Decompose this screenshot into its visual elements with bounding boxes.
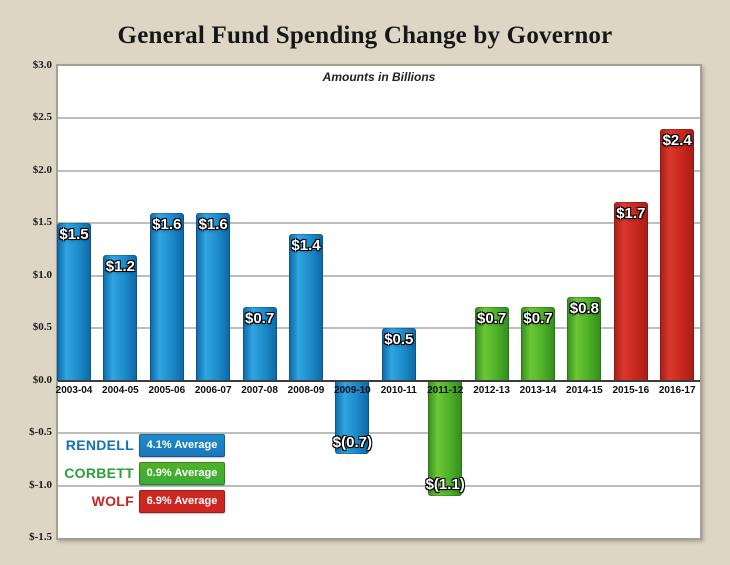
legend-row-rendell: RENDELL 4.1% Average bbox=[58, 434, 228, 457]
bar-value-label: $(1.1) bbox=[425, 476, 465, 494]
y-tick-label: $0.0 bbox=[32, 373, 52, 386]
x-tick-label: 2010-11 bbox=[380, 384, 417, 396]
x-tick-label: 2005-06 bbox=[148, 384, 186, 396]
legend-name-wolf: WOLF bbox=[91, 493, 134, 509]
legend-row-corbett: CORBETT 0.9% Average bbox=[58, 462, 228, 485]
y-tick-label: $0.5 bbox=[32, 321, 52, 334]
bar-2004-05: $1.2 bbox=[103, 254, 138, 381]
plot-area: Amounts in Billions $1.5 2003-04 $1.2 2004-… bbox=[56, 64, 702, 540]
bar-value-label: $0.7 bbox=[244, 310, 275, 328]
y-tick-label: $-0.5 bbox=[29, 426, 52, 439]
bar-value-label: $2.4 bbox=[662, 131, 692, 149]
y-tick-label: $1.5 bbox=[32, 216, 52, 229]
bar-2011-12: $(1.1) bbox=[426, 380, 465, 497]
bar-value-label: $1.6 bbox=[152, 215, 182, 233]
bar-2007-08: $0.7 bbox=[242, 307, 277, 381]
bar-2003-04: $1.5 bbox=[57, 223, 91, 381]
gridline bbox=[58, 327, 700, 330]
bar-value-label: $1.7 bbox=[616, 205, 646, 223]
x-tick-label: 2015-16 bbox=[612, 384, 650, 396]
bar-value-label: $(0.7) bbox=[332, 434, 372, 452]
bar-2006-07: $1.6 bbox=[196, 212, 231, 381]
gridline bbox=[58, 484, 700, 487]
x-tick-label: 2014-15 bbox=[566, 384, 603, 396]
legend-average-badge-corbett: 0.9% Average bbox=[139, 462, 225, 485]
bar-2014-15: $0.8 bbox=[567, 296, 602, 381]
legend-row-wolf: WOLF 6.9% Average bbox=[58, 490, 228, 513]
legend-average-badge-rendell: 4.1% Average bbox=[139, 434, 225, 457]
x-axis-zero-line bbox=[58, 379, 700, 382]
bar-value-label: $1.2 bbox=[105, 257, 135, 275]
bar-2012-13: $0.7 bbox=[474, 307, 509, 381]
chart-subtitle: Amounts in Billions bbox=[322, 70, 436, 84]
y-tick-label: $-1.0 bbox=[29, 478, 52, 491]
bar-2009-10: $(0.7) bbox=[333, 380, 372, 455]
bar-value-label: $0.7 bbox=[476, 310, 507, 328]
x-tick-label: 2008-09 bbox=[287, 384, 325, 396]
bar-2015-16: $1.7 bbox=[613, 202, 648, 381]
bar-value-label: $0.5 bbox=[384, 331, 414, 349]
gridline bbox=[58, 274, 700, 277]
x-tick-label: 2013-14 bbox=[519, 384, 557, 396]
legend-name-rendell: RENDELL bbox=[65, 437, 134, 453]
bar-2008-09: $1.4 bbox=[289, 233, 323, 381]
legend-average-badge-wolf: 6.9% Average bbox=[139, 490, 225, 513]
x-tick-label: 2004-05 bbox=[102, 384, 139, 396]
bar-value-label: $1.5 bbox=[59, 226, 89, 244]
y-tick-label: $3.0 bbox=[32, 59, 52, 71]
chart-title: General Fund Spending Change by Governor bbox=[117, 22, 613, 49]
bar-2005-06: $1.6 bbox=[149, 212, 184, 381]
y-tick-label: $2.5 bbox=[32, 111, 52, 124]
x-tick-label: 2007-08 bbox=[241, 384, 278, 396]
bar-2016-17: $2.4 bbox=[660, 128, 695, 381]
bar-value-label: $1.6 bbox=[198, 215, 228, 233]
gridline bbox=[58, 117, 700, 120]
bar-2013-14: $0.7 bbox=[521, 307, 555, 381]
bar-value-label: $1.4 bbox=[291, 236, 321, 254]
gridline bbox=[58, 222, 700, 225]
bar-value-label: $0.8 bbox=[569, 299, 599, 317]
x-tick-label: 2016-17 bbox=[658, 384, 696, 396]
gridline bbox=[58, 432, 700, 435]
y-tick-label: $-1.5 bbox=[29, 531, 52, 543]
bar-value-label: $0.7 bbox=[523, 310, 553, 328]
x-tick-label: 2011-12 bbox=[427, 384, 464, 396]
x-tick-label: 2012-13 bbox=[473, 384, 510, 396]
x-tick-label: 2006-07 bbox=[194, 384, 232, 396]
bar-2010-11: $0.5 bbox=[381, 328, 416, 381]
gridline bbox=[58, 169, 700, 172]
x-tick-label: 2009-10 bbox=[334, 384, 371, 396]
x-tick-label: 2003-04 bbox=[55, 384, 93, 396]
y-tick-label: $1.0 bbox=[32, 268, 52, 281]
y-tick-label: $2.0 bbox=[32, 163, 52, 176]
legend-name-corbett: CORBETT bbox=[64, 465, 134, 481]
